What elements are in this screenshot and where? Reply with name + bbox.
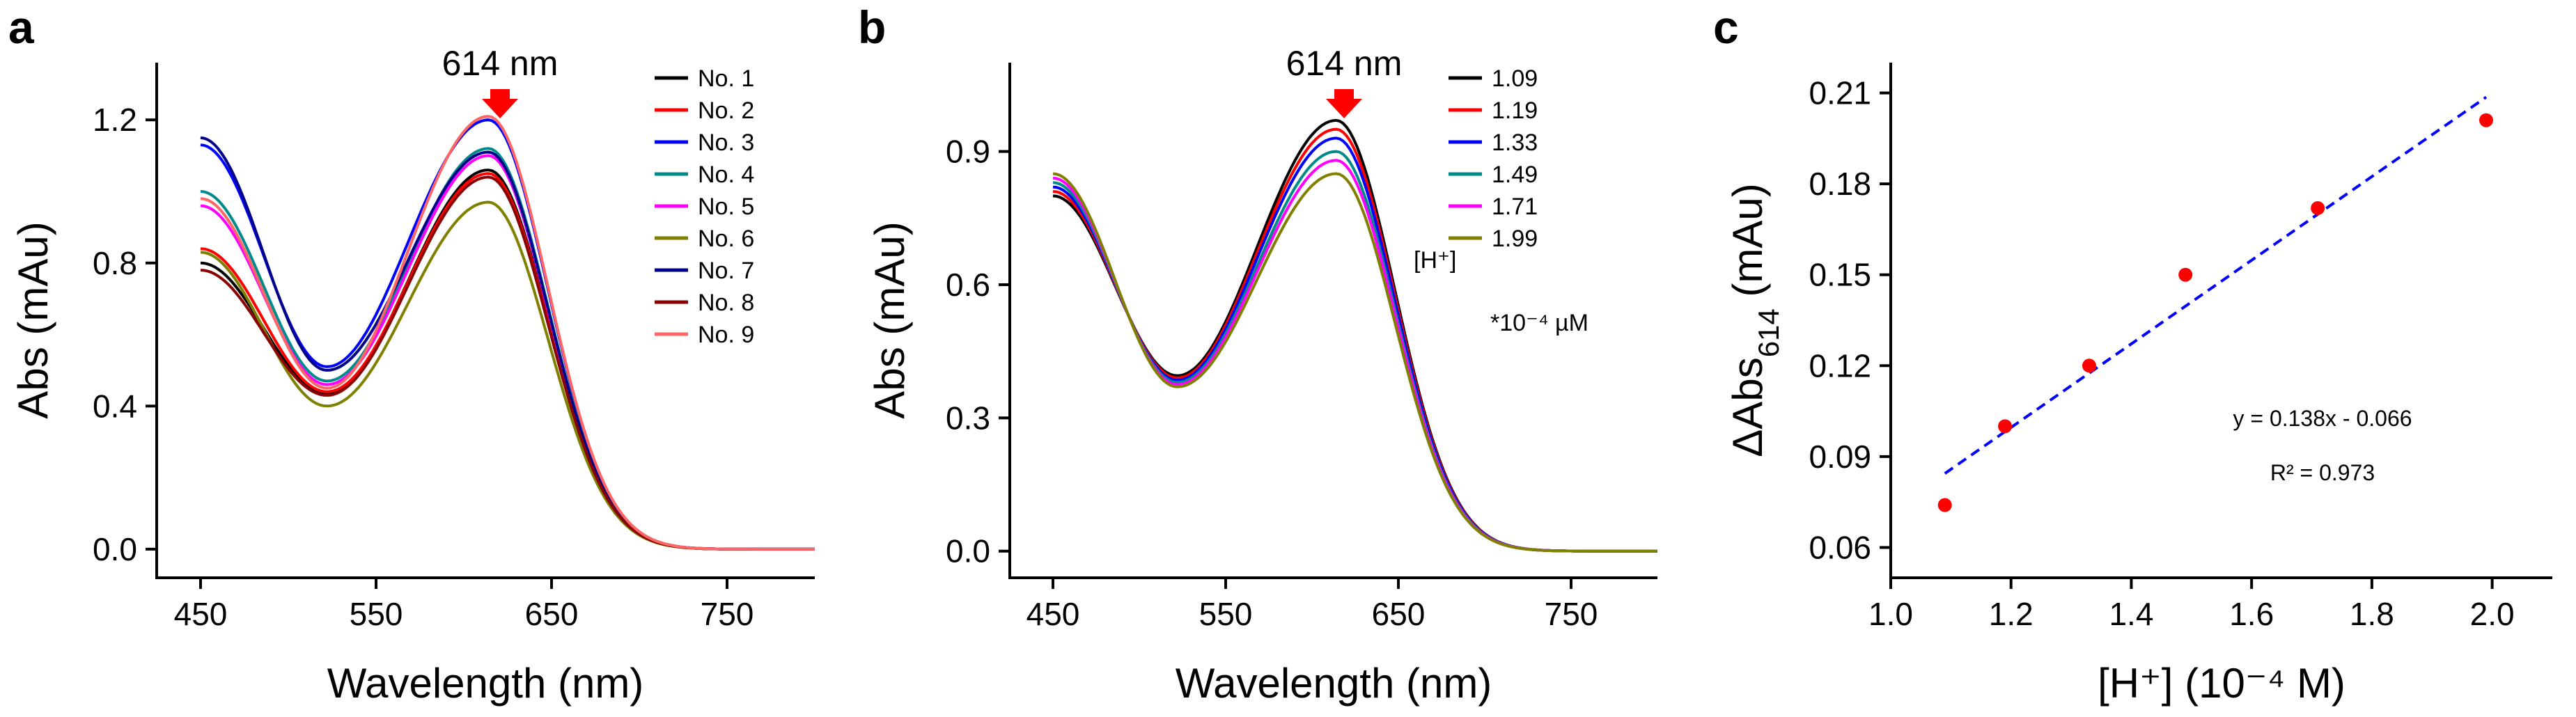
panel-c-axes (1889, 63, 2552, 579)
panel-a-legend-label: No. 6 (698, 226, 754, 252)
panel-b-peak-label: 614 nm (1286, 44, 1403, 83)
panel-b-legend-label: 1.19 (1492, 97, 1538, 124)
panel-c-r2: R² = 0.973 (2270, 460, 2375, 485)
panel-a-xtick-label: 650 (525, 596, 579, 632)
panel-a-ytick-label: 1.2 (93, 102, 137, 138)
panel-c-ylabel: ΔAbs614 (mAu) (1724, 183, 1785, 457)
panel-c-ytick-label: 0.15 (1809, 257, 1871, 293)
panel-b-ytick-label: 0.9 (946, 134, 990, 170)
panel-a-peak-label: 614 nm (442, 44, 559, 83)
panel-b-letter: b (858, 1, 886, 53)
panel-b-ytick-label: 0.3 (946, 400, 990, 436)
panel-b-xtick-label: 550 (1199, 596, 1253, 632)
panel-c-data-point (2311, 200, 2325, 215)
panel-c-ytick-label: 0.06 (1809, 529, 1871, 565)
panel-b-legend-unit: *10⁻⁴ µM (1490, 310, 1588, 336)
panel-b-legend-label: 1.09 (1492, 65, 1538, 92)
panel-c-fit-line (1944, 95, 2488, 475)
panel-c-xlabel: [H⁺] (10⁻⁴ M) (2098, 660, 2345, 707)
panel-c-ytick-label: 0.09 (1809, 439, 1871, 475)
panel-c-data-point (2082, 358, 2096, 373)
panel-c-xtick-label: 1.0 (1868, 596, 1913, 632)
panel-c-xtick-label: 1.8 (2350, 596, 2394, 632)
panel-a-legend-label: No. 1 (698, 65, 754, 92)
panel-b-ytick-label: 0.6 (946, 267, 990, 303)
panel-b-legend-label: 1.99 (1492, 226, 1538, 252)
panel-b-series-line (1052, 136, 1657, 553)
panel-b-peak-arrow (1326, 89, 1362, 118)
panel-a-legend-label: No. 3 (698, 129, 754, 156)
panel-c-xtick-label: 1.4 (2109, 596, 2153, 632)
panel-c-ytick-label: 0.18 (1809, 166, 1871, 202)
panel-a-legend-label: No. 9 (698, 322, 754, 348)
panel-b-ylabel: Abs (mAu) (866, 221, 913, 418)
panel-b-axes (1008, 63, 1657, 579)
panel-b-legend-label: 1.33 (1492, 129, 1538, 156)
panel-b-legend-title: [H⁺] (1414, 247, 1456, 274)
panel-c-ytick-label: 0.12 (1809, 347, 1871, 384)
panel-a-ytick-label: 0.0 (93, 531, 137, 567)
panel-b-xtick-label: 450 (1027, 596, 1080, 632)
panel-c-xtick-label: 1.2 (1989, 596, 2034, 632)
panel-c-letter: c (1713, 1, 1739, 53)
panel-a-xtick-label: 450 (174, 596, 228, 632)
panel-a-series-line (200, 115, 815, 551)
panel-a-ylabel: Abs (mAu) (10, 221, 56, 418)
panel-c-data-point (2479, 113, 2493, 127)
panel-a-axes (155, 63, 815, 579)
panel-b-series-line (1052, 159, 1657, 553)
panel-b-xtick-label: 650 (1372, 596, 1426, 632)
panel-a-legend-label: No. 8 (698, 290, 754, 316)
panel-a-xlabel: Wavelength (nm) (327, 660, 644, 707)
panel-b-series-line (1052, 172, 1657, 553)
panel-c-ytick-label: 0.21 (1809, 75, 1871, 111)
panel-b-xtick-label: 750 (1545, 596, 1598, 632)
panel-a-xtick-label: 550 (350, 596, 403, 632)
panel-b-ytick-label: 0.0 (946, 533, 990, 569)
panel-a-xtick-label: 750 (701, 596, 754, 632)
panel-b: b 450 550 650 750 0.0 0.3 0.6 0.9 614 nm 1.09 1.… (858, 1, 1657, 707)
panel-a-legend-label: No. 5 (698, 194, 754, 220)
panel-a-ytick-label: 0.4 (93, 388, 137, 424)
panel-b-xlabel: Wavelength (nm) (1176, 660, 1492, 707)
panel-c-xtick-label: 1.6 (2229, 596, 2274, 632)
panel-c-data-point (1937, 498, 1952, 512)
panel-c-data-point (2178, 267, 2193, 282)
panel-a-legend-label: No. 4 (698, 161, 754, 188)
panel-b-legend-label: 1.71 (1492, 194, 1538, 220)
panel-a: a 450 550 650 750 0.0 0.4 0.8 1.2 614 nm No. 1 N… (8, 1, 815, 707)
panel-c: c 1.0 1.2 1.4 1.6 1.8 2.0 0.06 0.09 0.12 0.15 0.18… (1713, 1, 2552, 707)
panel-a-letter: a (8, 1, 35, 53)
panel-b-legend-label: 1.49 (1492, 161, 1538, 188)
panel-a-legend-label: No. 7 (698, 258, 754, 284)
panel-a-ytick-label: 0.8 (93, 245, 137, 281)
panel-a-peak-arrow (482, 89, 518, 118)
panel-c-equation: y = 0.138x - 0.066 (2233, 406, 2412, 431)
panel-c-xtick-label: 2.0 (2470, 596, 2515, 632)
panel-a-legend-label: No. 2 (698, 97, 754, 124)
panel-c-data-point (1998, 419, 2013, 434)
